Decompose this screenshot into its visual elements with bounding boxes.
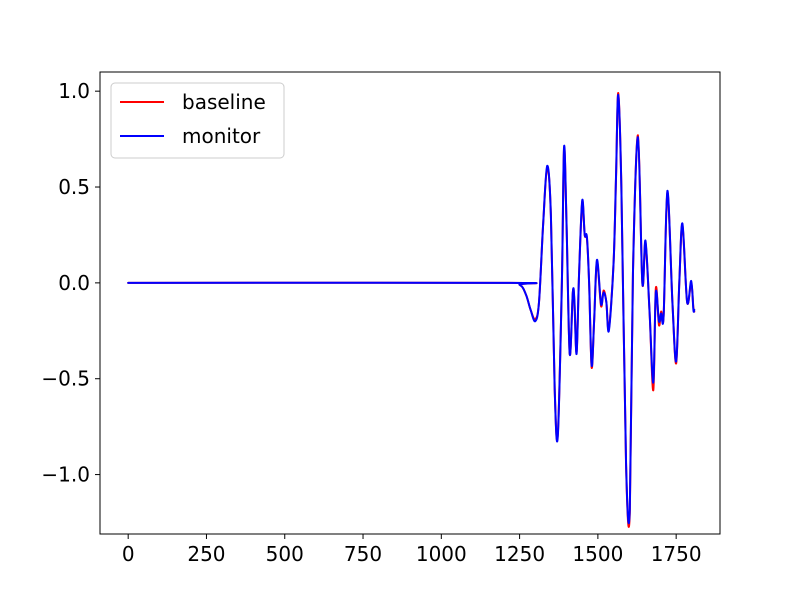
y-tick-label: 1.0 [58,79,90,103]
y-tick-label: −0.5 [41,367,90,391]
series-line-monitor [127,93,696,525]
x-axis: 0 250 500 750 1000 1250 1500 1750 [122,534,702,566]
legend-label-monitor: monitor [182,124,261,148]
y-tick-label: 0.0 [58,271,90,295]
y-tick-label: −1.0 [41,463,90,487]
x-tick-label: 1750 [651,542,702,566]
legend-label-baseline: baseline [182,90,266,114]
x-tick-label: 0 [122,542,135,566]
x-tick-label: 1250 [494,542,545,566]
x-tick-label: 250 [187,542,225,566]
series-layer [127,92,696,528]
x-tick-label: 1500 [572,542,623,566]
x-tick-label: 1000 [416,542,467,566]
plot-area-frame [99,71,721,535]
x-tick-label: 500 [266,542,304,566]
y-axis: 1.0 0.5 0.0 −0.5 −1.0 [41,79,100,487]
legend: baseline monitor [110,82,285,159]
x-tick-label: 750 [344,542,382,566]
y-tick-label: 0.5 [58,175,90,199]
